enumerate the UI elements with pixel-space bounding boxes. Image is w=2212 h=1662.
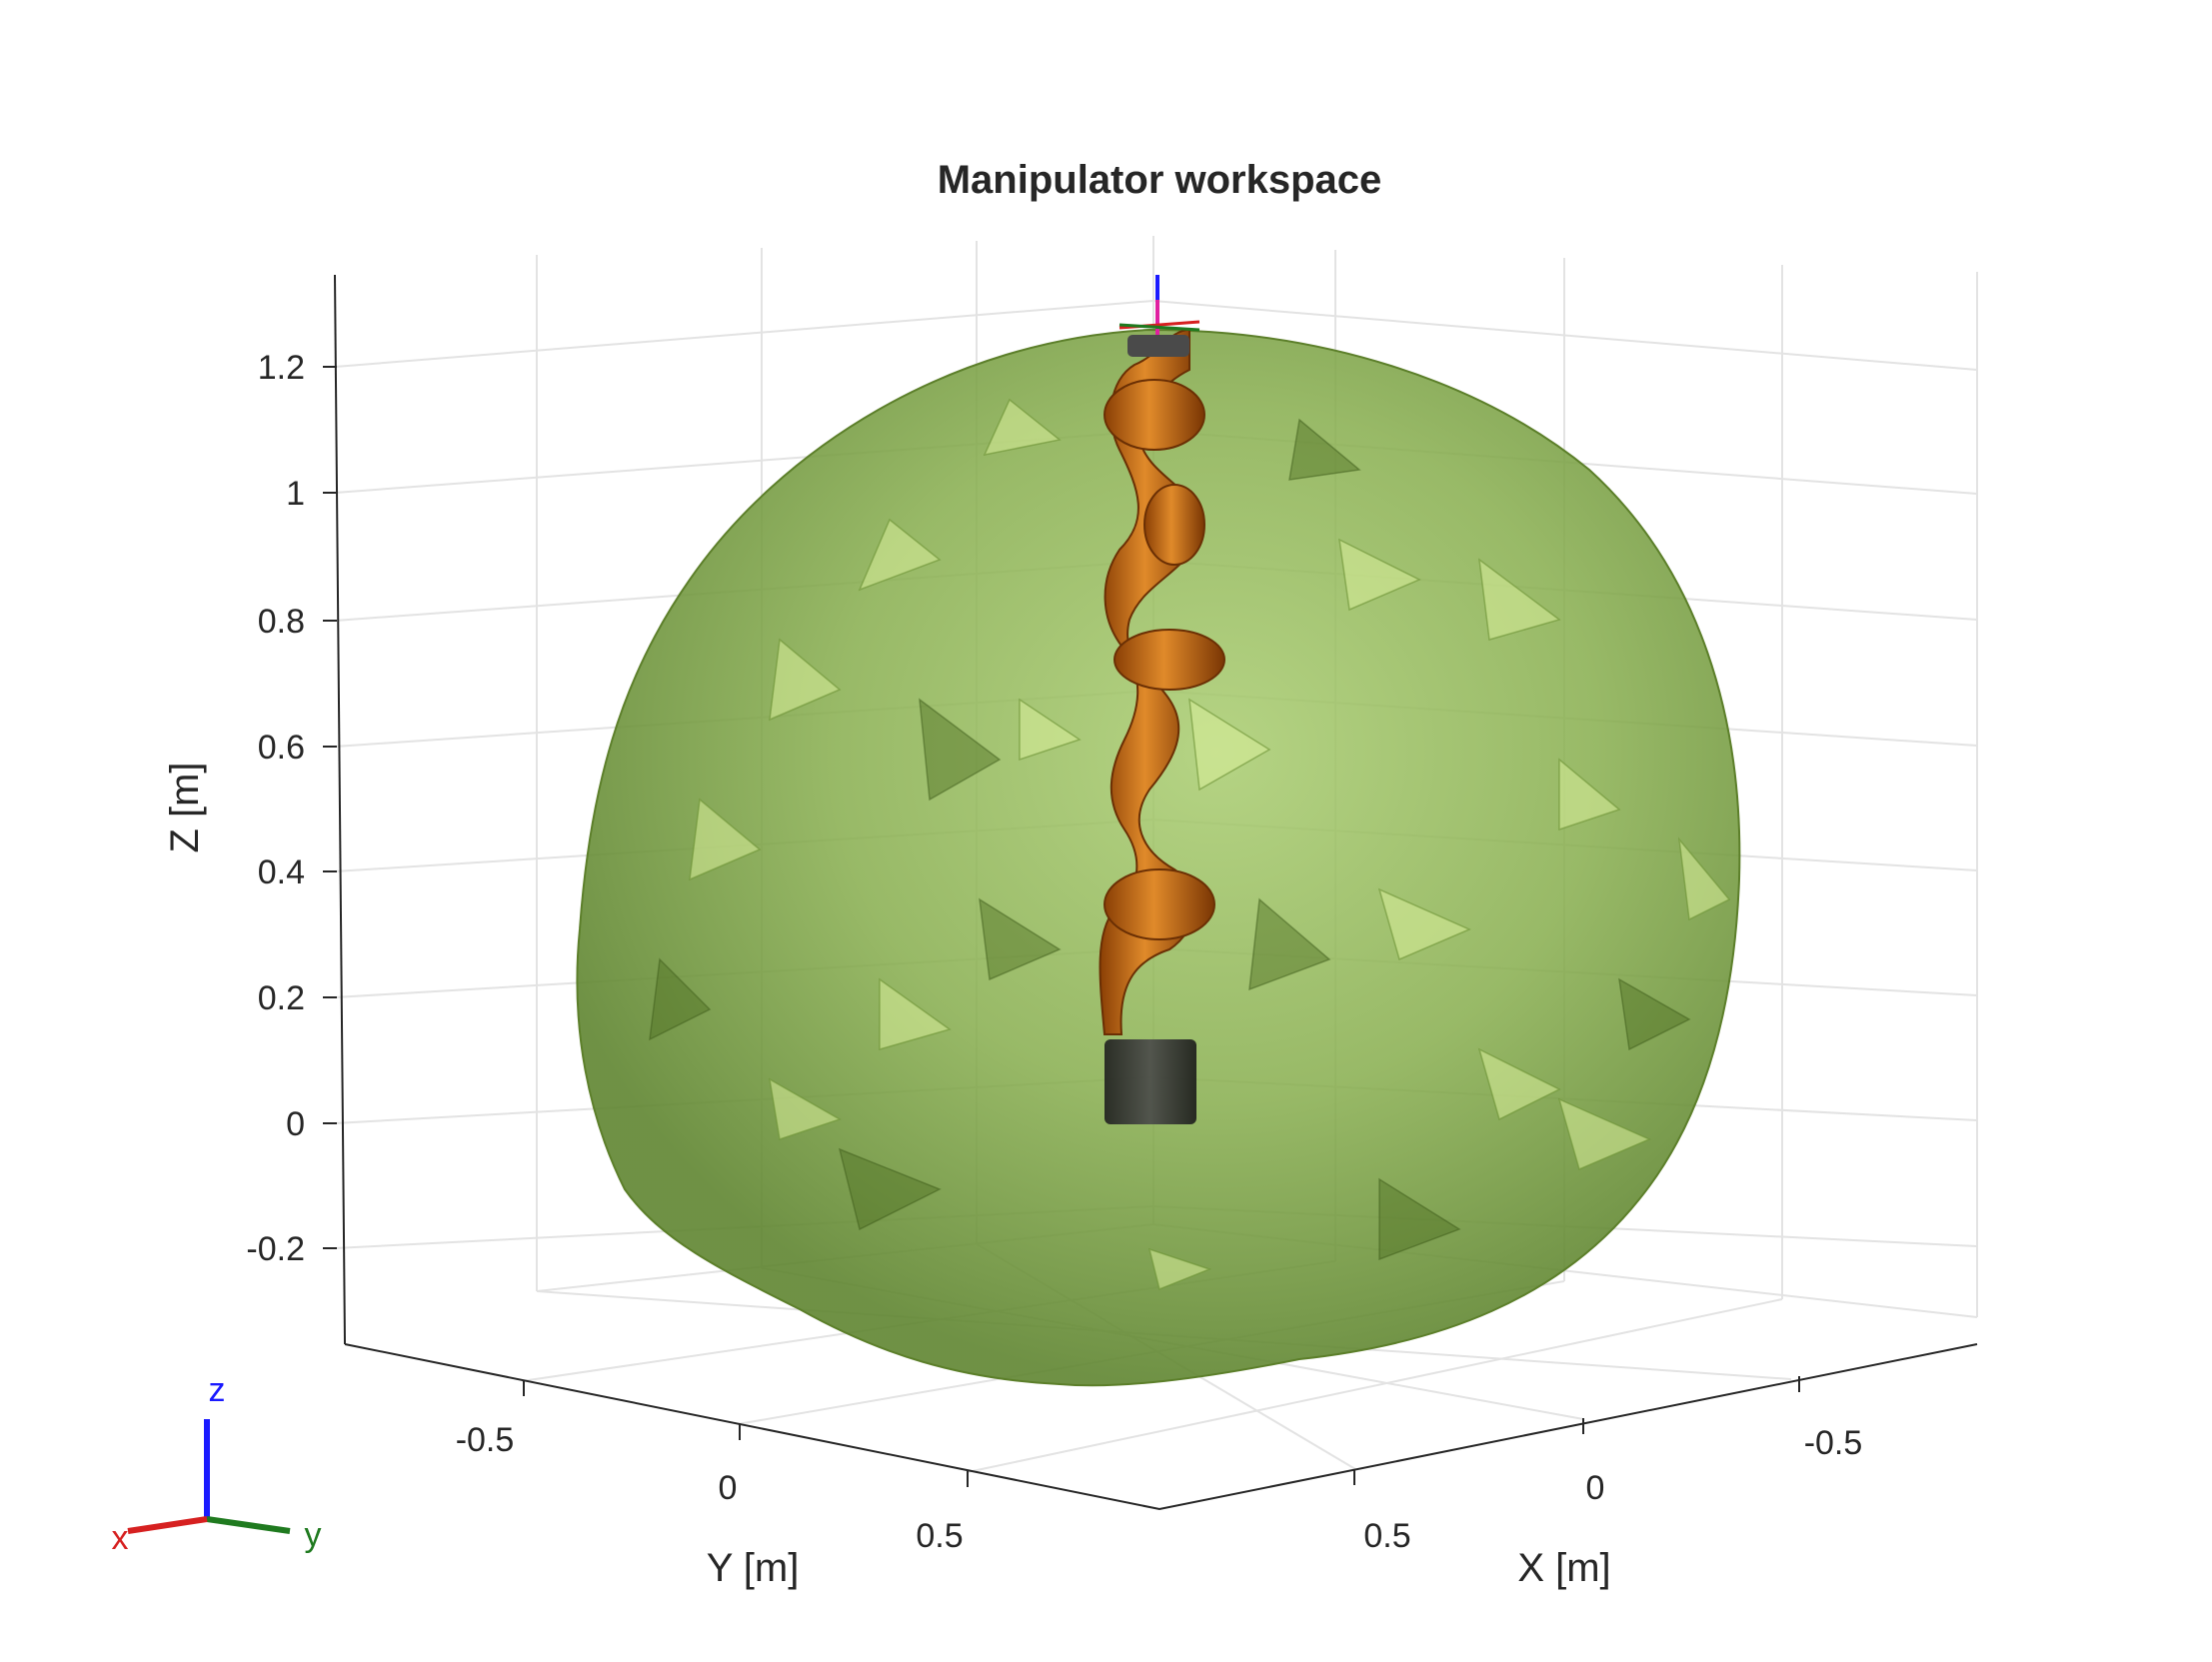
x-axis-label: X [m]: [1517, 1546, 1610, 1590]
z-tick-label: 0.6: [258, 729, 305, 767]
y-tick-label: 0: [719, 1469, 738, 1507]
z-tick-label: 0.4: [258, 853, 305, 891]
axes-lines: [334, 274, 1978, 1511]
z-tick-label: -0.2: [246, 1230, 305, 1268]
y-tick-labels: -0.5 0 0.5: [456, 1421, 964, 1555]
triad-x-label: x: [112, 1519, 129, 1557]
robot-manipulator: [1099, 275, 1225, 1124]
y-axis-label: Y [m]: [707, 1546, 800, 1590]
z-tick-label: 0: [286, 1105, 305, 1143]
y-tick-label: 0.5: [916, 1517, 963, 1555]
x-ticks: [1353, 1376, 1800, 1485]
y-ticks: [523, 1380, 969, 1487]
chart-title: Manipulator workspace: [938, 158, 1382, 202]
z-axis-label: Z [m]: [163, 762, 207, 852]
x-tick-label: 0: [1586, 1469, 1605, 1507]
robot-base: [1105, 1039, 1196, 1124]
orientation-triad: z y x: [112, 1371, 322, 1557]
triad-z-label: z: [209, 1371, 226, 1409]
z-tick-label: 0.2: [258, 979, 305, 1017]
x-tick-label: -0.5: [1804, 1424, 1863, 1462]
z-tick-label: 1: [286, 475, 305, 513]
triad-y-label: y: [305, 1516, 322, 1554]
z-ticks: [323, 366, 337, 1249]
z-tick-labels: 1.2 1 0.8 0.6 0.4 0.2 0 -0.2: [246, 349, 305, 1268]
x-tick-labels: 0.5 0 -0.5: [1363, 1424, 1862, 1555]
x-tick-label: 0.5: [1363, 1517, 1410, 1555]
end-effector-flange: [1127, 335, 1189, 357]
y-tick-label: -0.5: [456, 1421, 515, 1459]
z-tick-label: 1.2: [258, 349, 305, 387]
z-tick-label: 0.8: [258, 603, 305, 641]
